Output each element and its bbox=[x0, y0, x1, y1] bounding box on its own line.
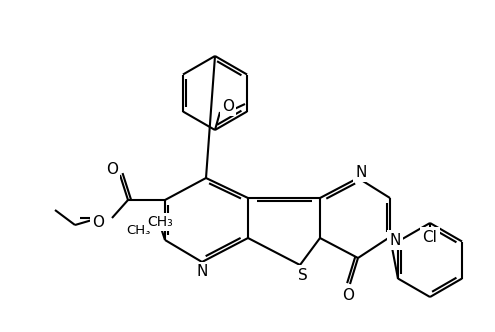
Text: Cl: Cl bbox=[423, 229, 438, 244]
Text: CH₃: CH₃ bbox=[147, 215, 173, 229]
Text: CH₃: CH₃ bbox=[127, 223, 151, 236]
Text: O: O bbox=[222, 99, 234, 114]
Text: N: N bbox=[197, 265, 208, 280]
Text: N: N bbox=[389, 232, 400, 247]
Text: O: O bbox=[92, 214, 104, 229]
Text: O: O bbox=[342, 289, 354, 303]
Text: S: S bbox=[298, 268, 308, 283]
Text: N: N bbox=[355, 164, 367, 180]
Text: O: O bbox=[106, 161, 118, 177]
